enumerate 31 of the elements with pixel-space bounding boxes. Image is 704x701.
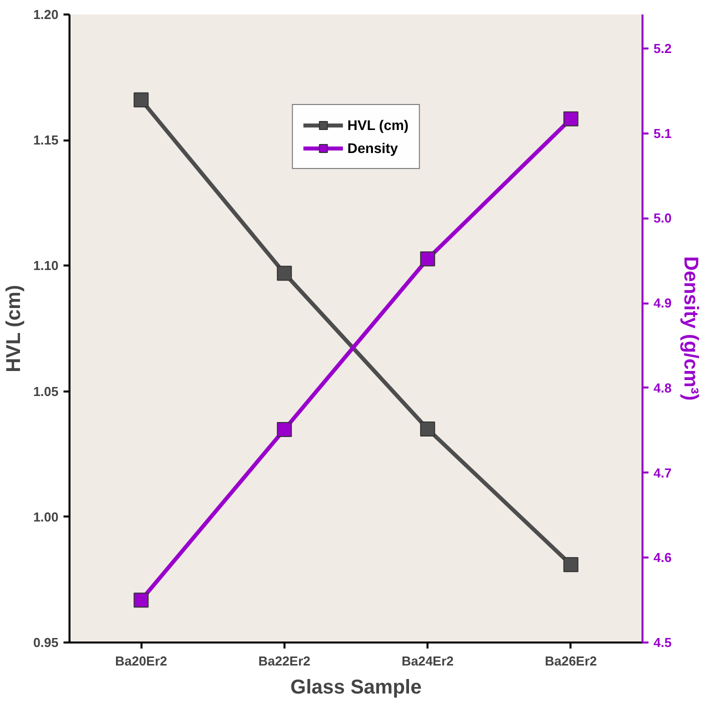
y2-tick-label: 4.9	[654, 296, 672, 311]
point	[276, 266, 292, 281]
y2-tick-label: 5.0	[654, 210, 672, 226]
y2-tick-label: 5.1	[654, 126, 672, 141]
y2-tick-label: 5.2	[654, 40, 672, 56]
x-tick-label: Ba26Er2	[544, 654, 597, 668]
y-tick-label: 0.95	[33, 635, 59, 650]
y2-tick-label: 4.5	[654, 635, 672, 650]
x-tick-label: Ba22Er2	[258, 654, 310, 668]
x-tick-label: Ba24Er2	[402, 654, 454, 668]
y-tick-label: 1.20	[33, 7, 59, 22]
point	[420, 421, 436, 436]
y2-tick-label: 4.7	[654, 465, 672, 480]
point	[134, 92, 149, 108]
y2-axis-title: Density (g/cm³)	[680, 256, 702, 401]
y2-tick-label: 4.6	[654, 550, 672, 566]
y-axis-title: HVL (cm)	[3, 284, 26, 372]
y-tick-label: 1.10	[33, 258, 59, 274]
x-axis-title: Glass Sample	[290, 676, 422, 698]
point	[420, 251, 436, 266]
point	[563, 557, 578, 572]
x-tick-label: Ba20Er2	[115, 654, 168, 668]
y2-tick-label: 4.8	[654, 380, 672, 396]
y-tick-label: 1.00	[33, 509, 59, 524]
y-tick-label: 1.05	[33, 384, 59, 399]
legend-label: Density	[347, 140, 398, 156]
legend-label: HVL (cm)	[347, 117, 409, 133]
point	[276, 422, 292, 437]
y-tick-label: 1.15	[33, 132, 59, 148]
point	[134, 592, 149, 608]
point	[563, 111, 578, 126]
